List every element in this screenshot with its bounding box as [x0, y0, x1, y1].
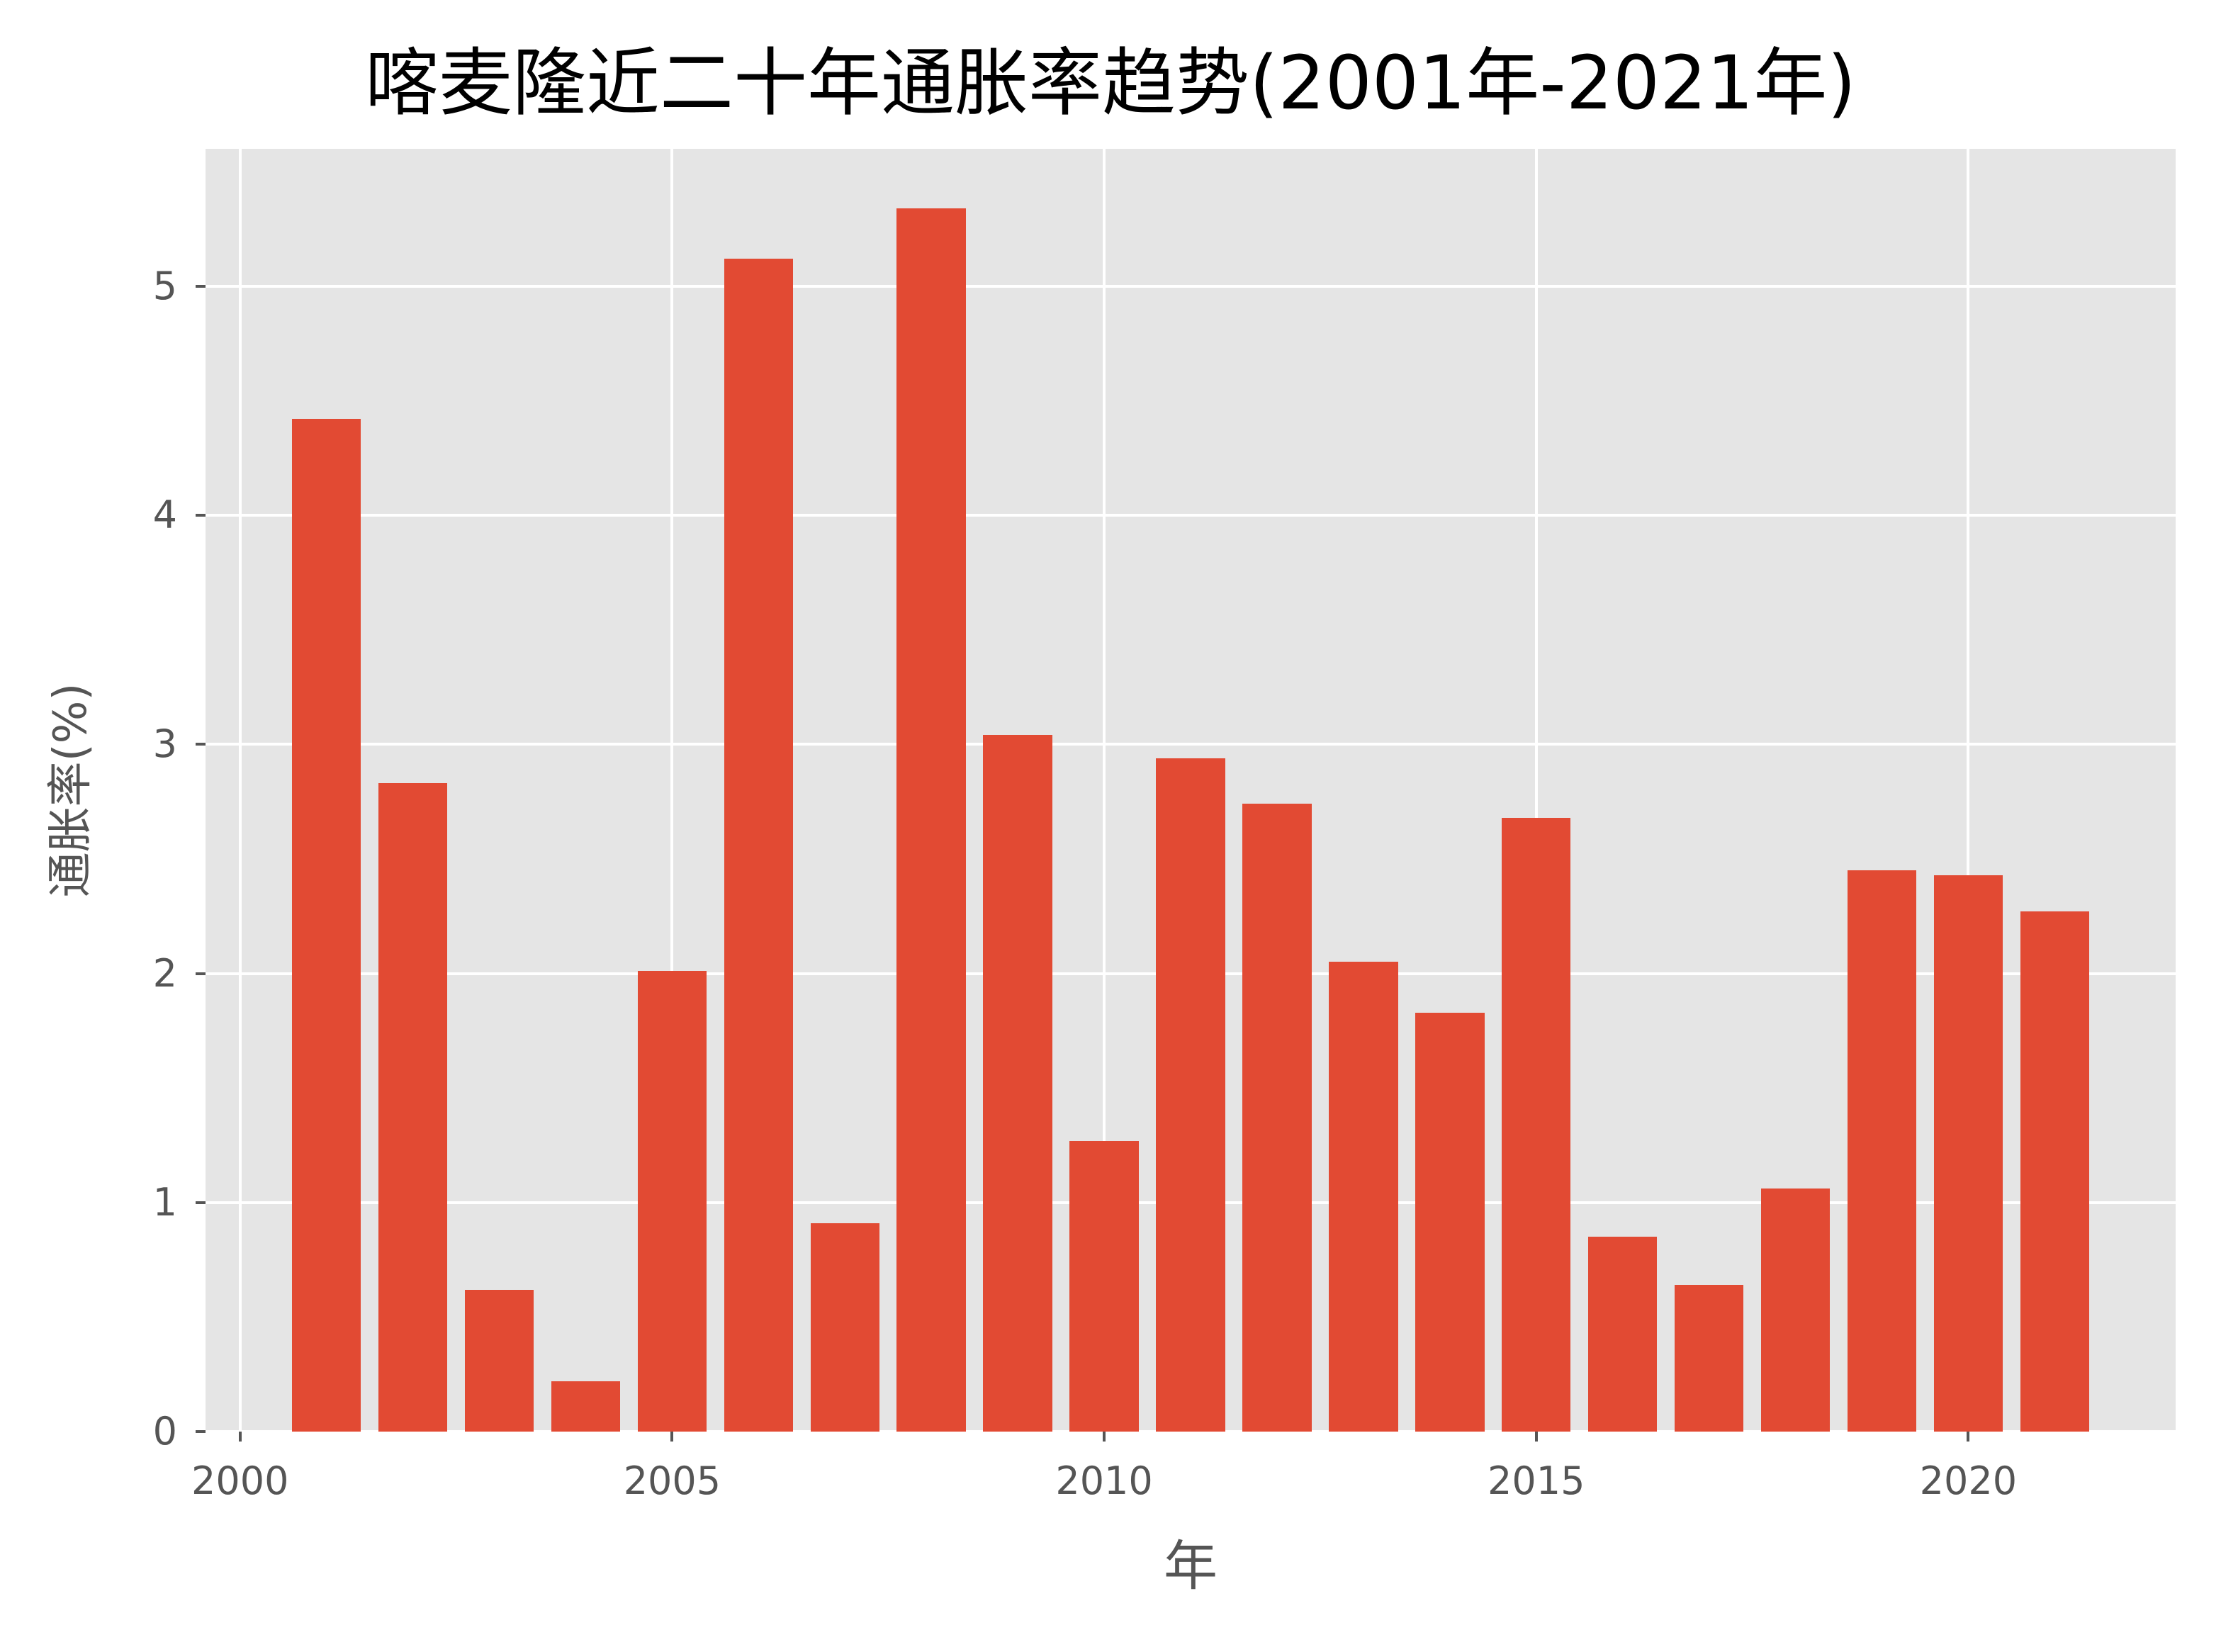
y-tick-mark	[196, 972, 206, 975]
x-tick-label: 2000	[191, 1459, 289, 1503]
x-tick-label: 2010	[1055, 1459, 1153, 1503]
y-tick-label: 3	[152, 721, 177, 767]
bar-2001	[291, 419, 361, 1432]
bar-2007	[810, 1223, 880, 1432]
bar-2009	[983, 735, 1052, 1432]
gridline-vertical	[670, 149, 674, 1432]
bar-2015	[1501, 817, 1571, 1432]
gridline-horizontal	[206, 284, 2176, 288]
x-axis-label: 年	[1164, 1534, 1218, 1597]
bar-2017	[1674, 1285, 1744, 1432]
y-tick-mark	[196, 743, 206, 746]
bar-2011	[1156, 758, 1225, 1432]
bar-2004	[551, 1381, 621, 1432]
chart-title: 喀麦隆近二十年通胀率趋势(2001年-2021年)	[364, 40, 1857, 126]
bar-2003	[464, 1289, 534, 1432]
bar-2002	[378, 783, 448, 1432]
bar-2006	[724, 259, 794, 1432]
bar-2014	[1415, 1012, 1485, 1432]
y-tick-mark	[196, 284, 206, 288]
bar-2018	[1760, 1189, 1831, 1432]
x-tick-mark	[1967, 1432, 1970, 1442]
bar-2008	[896, 208, 966, 1432]
gridline-horizontal	[206, 1430, 2176, 1433]
x-tick-label: 2005	[623, 1459, 721, 1503]
bar-2021	[2020, 911, 2090, 1432]
gridline-vertical	[238, 149, 242, 1432]
x-tick-label: 2020	[1919, 1459, 2018, 1503]
x-tick-mark	[1103, 1432, 1106, 1442]
y-tick-label: 4	[152, 493, 177, 538]
y-tick-mark	[196, 514, 206, 517]
bar-2013	[1329, 962, 1398, 1432]
y-tick-label: 1	[152, 1179, 177, 1225]
gridline-horizontal	[206, 514, 2176, 517]
y-tick-label: 5	[152, 263, 177, 308]
bar-2010	[1069, 1140, 1139, 1432]
plot-area	[206, 149, 2176, 1433]
bar-2020	[1933, 875, 2003, 1432]
gridline-vertical	[1534, 149, 1538, 1432]
y-axis-label: 通胀率(%)	[45, 682, 97, 898]
x-tick-mark	[1534, 1432, 1538, 1442]
x-tick-mark	[670, 1432, 674, 1442]
bar-2019	[1847, 870, 1917, 1432]
gridline-horizontal	[206, 743, 2176, 746]
y-tick-label: 2	[152, 950, 177, 996]
y-tick-label: 0	[152, 1409, 177, 1454]
bar-2005	[637, 971, 707, 1432]
bar-2012	[1242, 804, 1312, 1432]
x-tick-label: 2015	[1488, 1459, 1585, 1503]
gridline-vertical	[1103, 149, 1106, 1432]
y-tick-mark	[196, 1201, 206, 1204]
y-tick-mark	[196, 1430, 206, 1433]
gridline-vertical	[1967, 149, 1970, 1432]
bar-2016	[1587, 1237, 1658, 1432]
x-tick-mark	[238, 1432, 242, 1442]
